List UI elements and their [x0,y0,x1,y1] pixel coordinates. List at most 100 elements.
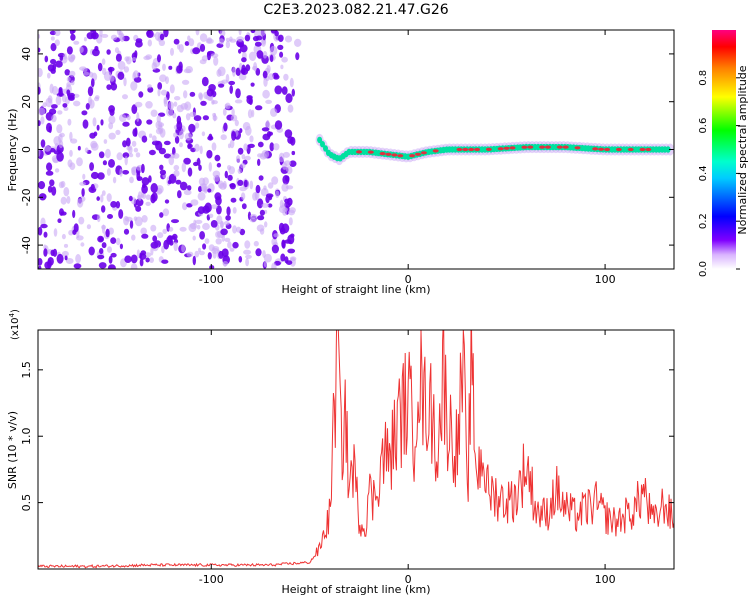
noise-blob [257,215,265,221]
noise-blob [57,110,63,115]
chart-title: C2E3.2023.082.21.47.G26 [263,2,448,18]
noise-blob [50,36,55,41]
noise-blob [131,104,138,115]
noise-blob [214,192,222,201]
colorbar-tick-label: 0.4 [698,165,709,181]
noise-blob [60,180,66,188]
noise-blob [202,115,209,121]
snr-line-layer [38,330,674,569]
noise-blob [136,249,140,258]
colorbar-label: Normalized spectral amplitude [736,65,749,234]
noise-blob [137,194,142,200]
noise-blob [184,101,192,111]
noise-blob [234,99,243,104]
noise-blob [232,207,237,214]
track-peak [415,152,421,156]
noise-blob [224,237,231,242]
track-peak [456,147,463,152]
noise-blob [82,119,89,129]
noise-blob [103,139,108,144]
noise-blob [87,86,94,97]
noise-blob [162,228,167,235]
noise-blob [211,204,218,210]
track-peak [556,145,563,149]
noise-blob [51,104,58,109]
noise-blob [248,98,253,105]
noise-blob [253,240,259,247]
noise-blob [116,152,123,161]
noise-blob [281,86,288,95]
noise-blob [220,228,228,236]
noise-blob [282,209,288,216]
noise-blob [122,94,128,100]
track-peak [639,147,646,152]
noise-blob [194,143,200,152]
noise-blob [119,114,127,123]
noise-blob [230,197,237,203]
noise-blob [115,129,121,135]
noise-blob [185,113,191,121]
noise-blob [285,260,293,265]
noise-blob [261,149,270,159]
noise-blob [248,51,257,61]
track-peak [474,147,481,152]
noise-blob [261,127,270,132]
noise-blob [108,132,116,140]
track-core [320,141,325,148]
noise-blob [40,116,45,125]
noise-blob [50,43,57,52]
noise-blob [232,225,237,234]
y-tick-label: 0.5 [20,494,33,512]
noise-blob [97,254,105,260]
noise-blob [199,145,203,155]
noise-blob [45,170,54,176]
noise-blob [98,151,105,159]
noise-blob [212,115,218,121]
noise-blob [271,244,279,254]
noise-blob [262,89,270,99]
noise-blob [262,51,268,59]
noise-blob [54,30,61,37]
spectrogram-panel: -100 0 100 40 20 0 -20 -40 Height of straight l… [6,29,749,296]
noise-blob [63,53,67,60]
noise-blob [109,108,115,116]
noise-blob [82,173,86,180]
noise-blob [99,248,104,255]
noise-blob [192,235,196,241]
noise-blob [206,149,213,159]
noise-blob [270,107,278,117]
noise-blob [72,209,76,219]
noise-blob [197,192,206,201]
track-peak [356,150,362,154]
noise-blob [246,95,253,100]
noise-blob [90,183,95,191]
noise-blob [187,185,192,191]
noise-blob [249,180,254,190]
signal-track [315,133,674,166]
noise-blob [86,224,91,230]
noise-blob [240,162,246,169]
noise-blob [241,203,247,210]
noise-blob [51,114,57,123]
noise-blob [136,166,142,171]
snr-series-line [38,330,674,569]
noise-blob [222,261,229,266]
noise-blob [110,34,118,41]
noise-blob [183,90,188,99]
noise-blob [91,142,99,151]
spectrogram-xlabel: Height of straight line (km) [281,283,430,296]
noise-blob [122,152,130,159]
x-tick-label: -100 [199,273,224,286]
noise-blob [257,141,264,148]
noise-blob [59,55,64,61]
noise-blob [199,59,207,65]
noise-blob [223,221,230,226]
noise-layer [38,30,302,269]
noise-blob [255,105,263,111]
noise-blob [38,67,43,78]
track-peak [627,147,634,152]
noise-blob [201,131,206,137]
noise-blob [100,33,109,38]
noise-blob [238,30,242,36]
noise-blob [119,168,123,177]
